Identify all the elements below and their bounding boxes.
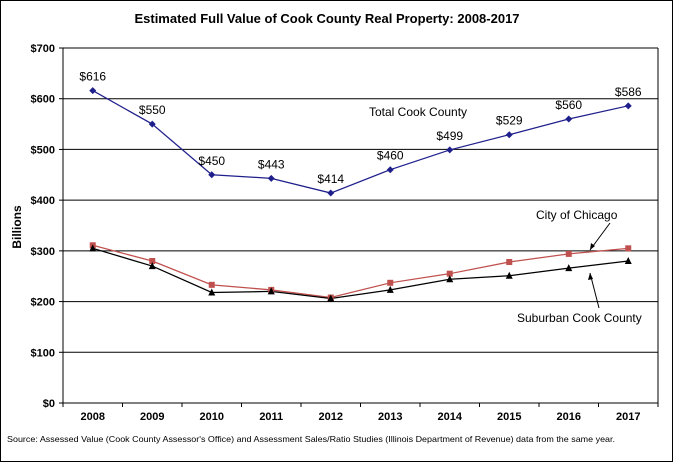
marker-suburban-cook-county [624,257,632,264]
marker-total-cook-county [89,87,97,95]
y-tick-labels: $0 $100 $200 $300 $400 $500 $600 $700 [31,43,55,410]
series-markers [89,87,632,302]
data-label-total-cook-county: $414 [317,172,344,186]
series-line-suburban-cook-county [92,247,629,300]
data-label-total-cook-county: $460 [377,149,404,163]
marker-suburban-cook-county [327,294,335,302]
marker-city-of-chicago [149,258,156,264]
y-tick-label: $700 [31,43,55,55]
annotation-city-of-chicago: City of Chicago [536,208,618,222]
y-axis-label: Billions [10,205,24,249]
marker-suburban-cook-county [148,262,156,270]
marker-city-of-chicago [387,279,394,286]
marker-total-cook-county [624,102,632,110]
annotation-suburban-cook-county: Suburban Cook County [517,311,642,325]
marker-suburban-cook-county [89,244,97,252]
marker-total-cook-county [327,189,335,197]
source-note: Source: Assessed Value (Cook County Asse… [7,434,615,444]
data-label-total-cook-county: $499 [436,129,463,143]
data-label-total-cook-county: $450 [198,154,225,168]
x-tick-label-2013: 2013 [378,411,402,423]
marker-suburban-cook-county [505,271,513,279]
data-label-total-cook-county: $616 [79,70,106,84]
marker-total-cook-county [565,115,573,123]
y-tick-label: $600 [31,94,55,106]
marker-total-cook-county [446,146,454,154]
x-tick-label-2009: 2009 [140,411,164,423]
marker-suburban-cook-county [565,264,573,272]
data-label-total-cook-county: $550 [139,103,166,117]
marker-city-of-chicago [446,270,453,277]
annotation-arrowhead-suburban [588,273,593,280]
y-tick-label: $500 [31,144,55,156]
x-tick-label-2011: 2011 [259,411,283,423]
marker-total-cook-county [267,174,275,182]
gridlines [63,47,658,353]
series-lines [92,90,629,300]
marker-total-cook-county [148,120,156,128]
x-tick-label-2015: 2015 [497,411,521,423]
data-labels: $616 $550 $450 $443 $414 $460 $499 $529 $560 $586 [79,70,642,186]
chart-title: Estimated Full Value of Cook County Real… [134,11,519,26]
marker-suburban-cook-county [386,285,394,293]
y-tick-label: $300 [31,246,55,258]
axes [59,47,659,407]
marker-city-of-chicago [506,259,513,266]
annotation-total-cook-county: Total Cook County [369,105,467,119]
data-label-total-cook-county: $443 [258,157,285,171]
data-label-total-cook-county: $560 [555,98,582,112]
marker-suburban-cook-county [267,287,275,295]
series-line-total-cook-county [92,90,629,194]
marker-suburban-cook-county [208,288,216,296]
marker-city-of-chicago [208,281,215,288]
marker-city-of-chicago [565,250,572,257]
x-tick-labels: 2008 2009 2010 2011 2012 2013 2014 2015 2016 2017 [81,411,641,423]
series-annotations: Total Cook County City of Chicago Suburb… [369,105,642,325]
y-tick-label: $100 [31,347,55,359]
data-label-total-cook-county: $586 [615,85,642,99]
y-tick-label: $0 [43,398,55,410]
marker-suburban-cook-county [446,275,454,283]
marker-city-of-chicago [625,245,632,252]
x-tick-label-2012: 2012 [319,411,343,423]
marker-total-cook-county [505,131,513,139]
x-tick-label-2010: 2010 [200,411,224,423]
x-tick-label-2017: 2017 [616,411,640,423]
series-line-city-of-chicago [92,244,629,299]
data-label-total-cook-county: $529 [496,114,523,128]
x-tick-label-2008: 2008 [81,411,105,423]
marker-total-cook-county [386,166,394,174]
y-tick-label: $400 [31,195,55,207]
y-tick-label: $200 [31,297,55,309]
x-tick-label-2014: 2014 [438,411,463,423]
x-tick-label-2016: 2016 [557,411,581,423]
annotation-arrowhead-chicago [590,243,595,250]
marker-total-cook-county [208,171,216,179]
